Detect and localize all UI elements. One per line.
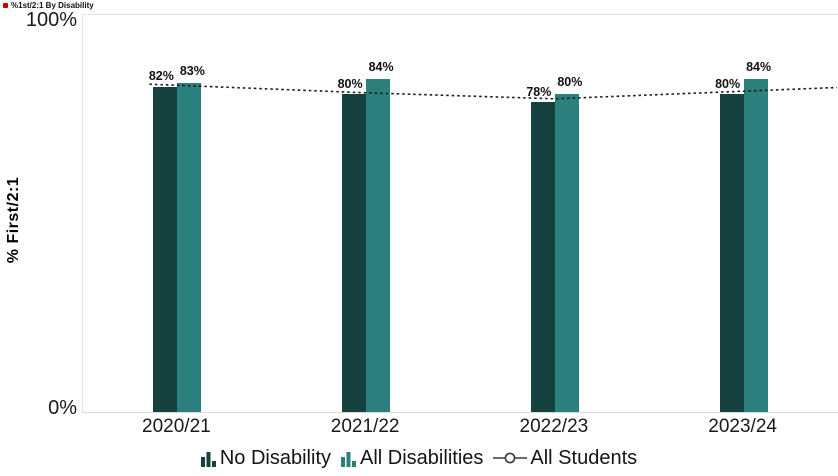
x-axis-label: 2022/23 <box>519 416 589 437</box>
bar-value-label: 82% <box>148 69 174 84</box>
bar-all-disabilities[interactable] <box>743 78 768 412</box>
bar-value-label: 84% <box>746 59 772 74</box>
bar-value-label: 80% <box>557 75 583 90</box>
legend-item-no-disability: No Disability <box>200 446 332 470</box>
x-axis-label: 2021/22 <box>330 416 400 437</box>
x-axis-labels: 2020/21 2021/22 2022/23 2023/24 <box>82 415 837 441</box>
bar-all-disabilities[interactable] <box>554 94 579 412</box>
bar-value-label: 80% <box>337 77 363 92</box>
bar-no-disability[interactable] <box>719 94 744 412</box>
legend: No Disability All Disabilities All Student… <box>0 443 838 473</box>
y-axis-tick-0: 0% <box>48 397 77 419</box>
bar-all-disabilities[interactable] <box>366 78 391 412</box>
plot-area: 82% 83% 80% 84% 78% 80% 80% 84% <box>82 14 838 413</box>
bar-no-disability[interactable] <box>342 94 367 412</box>
legend-label: All Students <box>530 446 638 469</box>
bar-value-label: 84% <box>368 59 394 74</box>
bar-all-disabilities[interactable] <box>177 82 202 412</box>
legend-label: All Disabilities <box>360 446 484 469</box>
bar-no-disability[interactable] <box>530 102 555 412</box>
chart-title-row: %1st/2:1 By Disability <box>3 1 94 10</box>
chart-title: %1st/2:1 By Disability <box>11 1 94 10</box>
legend-label: No Disability <box>219 446 332 469</box>
bar-chart-icon <box>200 452 216 467</box>
y-axis-title: % First/2:1 <box>5 176 22 264</box>
y-axis-tick-100: 100% <box>25 9 77 31</box>
bar-no-disability[interactable] <box>153 86 178 412</box>
x-axis-label: 2020/21 <box>142 416 211 437</box>
bar-value-label: 78% <box>526 85 552 100</box>
bar-value-label: 80% <box>715 77 741 92</box>
line-circle-icon <box>493 452 528 464</box>
legend-item-all-disabilities: All Disabilities <box>341 447 483 470</box>
x-axis-label: 2023/24 <box>708 416 777 437</box>
bar-chart-icon <box>341 452 357 467</box>
title-bullet-icon <box>3 3 8 8</box>
legend-item-all-students: All Students <box>493 447 637 470</box>
bar-value-label: 83% <box>179 63 205 78</box>
